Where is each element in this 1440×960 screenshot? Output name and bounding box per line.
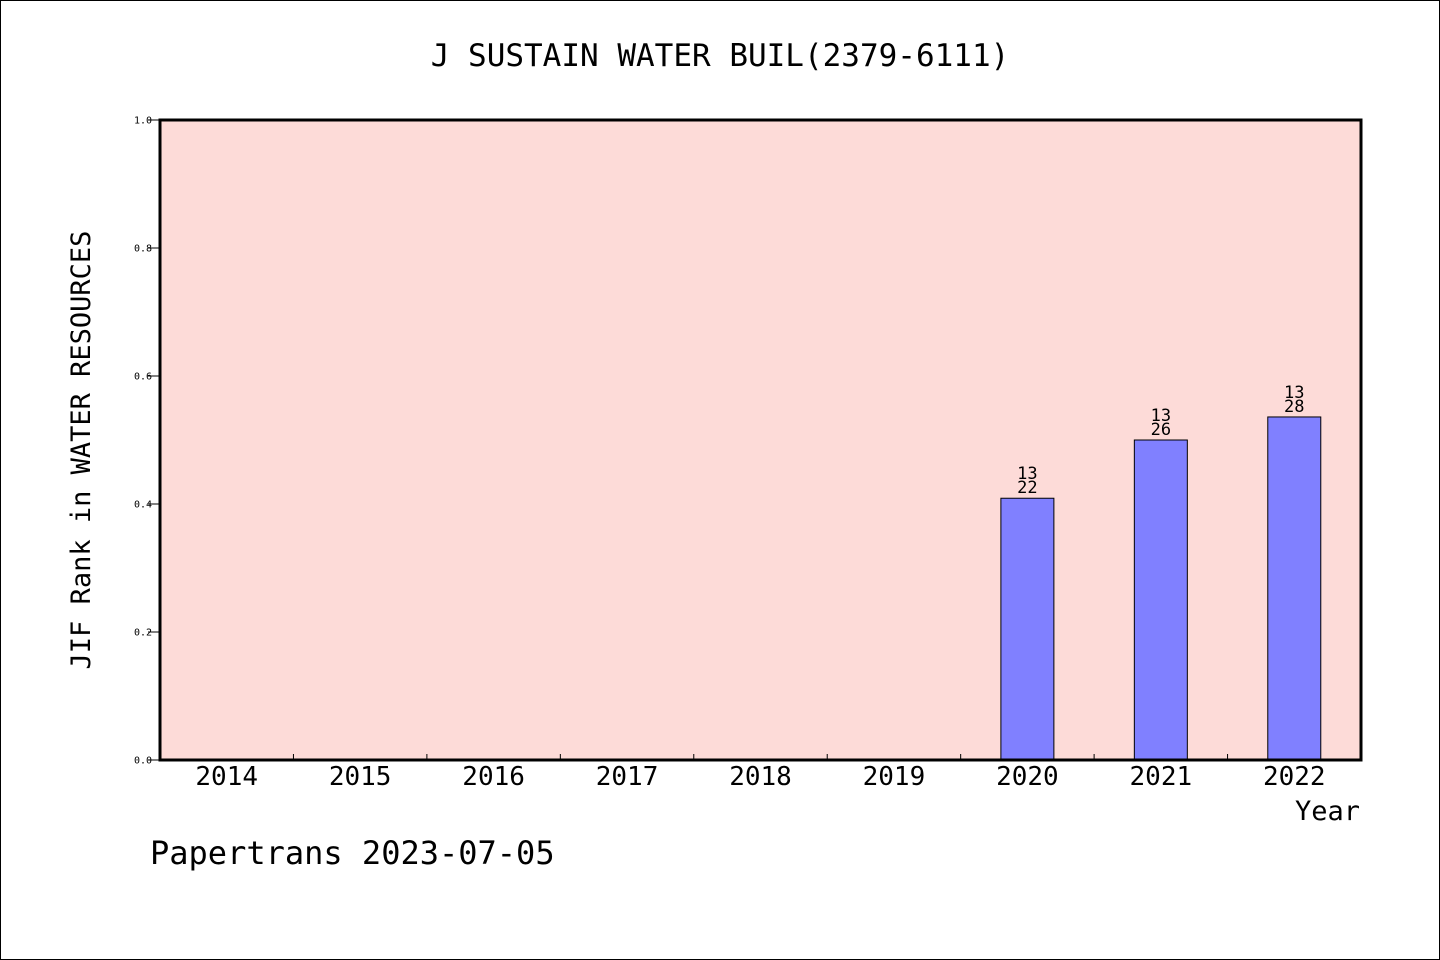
plot-border [158, 118, 1363, 762]
x-tick-label-2015: 2015 [329, 762, 392, 792]
y-tick-label-0.2: 0.2 [134, 628, 152, 639]
x-tick-label-2016: 2016 [462, 762, 525, 792]
bar-2022 [1267, 416, 1322, 761]
x-tick-label-2022: 2022 [1263, 762, 1326, 792]
bar-label-total-2022: 28 [1284, 397, 1304, 417]
bars-group [1000, 416, 1322, 761]
bar-label-total-2021: 26 [1151, 420, 1171, 440]
bar-2020 [1000, 497, 1055, 761]
y-tick-label-0.0: 0.0 [134, 756, 152, 767]
bar-label-rank-2022: 13 [1284, 383, 1304, 403]
x-tick-label-2017: 2017 [596, 762, 659, 792]
y-tick-label-0.4: 0.4 [134, 500, 152, 511]
y-axis-ticks: 0.0 0.2 0.4 0.6 0.8 1.0 [134, 116, 160, 767]
x-tick-label-2014: 2014 [195, 762, 258, 792]
chart-title: J SUSTAIN WATER BUIL(2379-6111) [431, 38, 1010, 74]
x-tick-label-2019: 2019 [863, 762, 926, 792]
y-tick-label-1.0: 1.0 [134, 116, 152, 127]
x-tick-label-2021: 2021 [1130, 762, 1193, 792]
y-axis-label: JIF Rank in WATER RESOURCES [66, 231, 97, 670]
bar-label-total-2020: 22 [1017, 478, 1037, 498]
bar-label-rank-2021: 13 [1151, 406, 1171, 426]
bar-2021 [1133, 439, 1188, 761]
bar-label-rank-2020: 13 [1017, 464, 1037, 484]
y-tick-label-0.6: 0.6 [134, 372, 152, 383]
x-axis-label: Year [1295, 796, 1360, 827]
x-axis-ticks: 2014 2015 2016 2017 2018 2019 2020 2021 2022 [195, 754, 1326, 792]
x-tick-label-2020: 2020 [996, 762, 1059, 792]
y-tick-label-0.8: 0.8 [134, 244, 152, 255]
footer-text: Papertrans 2023-07-05 [150, 834, 555, 872]
x-tick-label-2018: 2018 [729, 762, 792, 792]
